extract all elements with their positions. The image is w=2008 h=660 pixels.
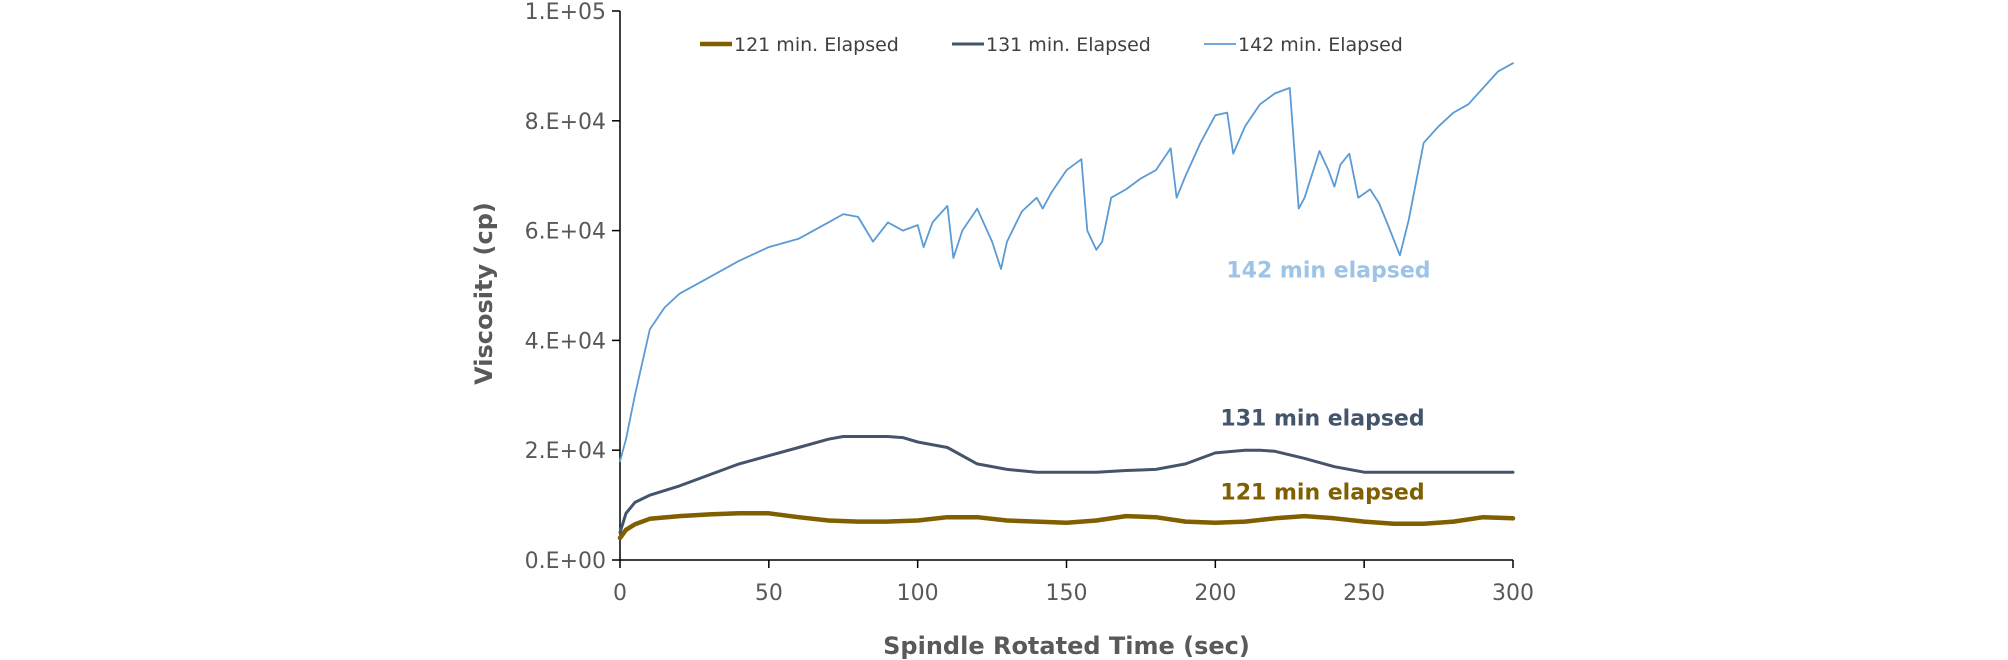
axes: 0.E+00 2.E+04 4.E+04 6.E+04 8.E+04 1.E+05 0 50 1… (525, 0, 1534, 606)
y-axis-title: Viscosity (cp) (470, 202, 498, 385)
y-tick-label: 4.E+04 (525, 329, 606, 354)
y-tick-label: 1.E+05 (525, 0, 606, 25)
legend-label-3: 142 min. Elapsed (1238, 34, 1403, 56)
y-tick-label: 0.E+00 (525, 549, 606, 574)
x-tick-label: 300 (1492, 581, 1534, 606)
series-line-3 (619, 62, 1514, 463)
y-tick-label: 2.E+04 (525, 439, 606, 464)
annotation-1: 142 min elapsed (1226, 258, 1430, 283)
annotation-3: 121 min elapsed (1220, 481, 1424, 506)
x-tick-label: 0 (613, 581, 627, 606)
series-line-2 (618, 435, 1515, 534)
annotations: 142 min elapsed 131 min elapsed 121 min el… (1220, 258, 1430, 505)
annotation-2: 131 min elapsed (1220, 406, 1424, 431)
x-tick-label: 150 (1046, 581, 1088, 606)
x-tick-label: 50 (755, 581, 783, 606)
series-line-1 (617, 511, 1516, 541)
legend-label-2: 131 min. Elapsed (986, 34, 1151, 56)
x-tick-label: 200 (1194, 581, 1236, 606)
x-axis-title: Spindle Rotated Time (sec) (883, 632, 1250, 660)
x-tick-label: 250 (1343, 581, 1385, 606)
x-tick-label: 100 (897, 581, 939, 606)
y-tick-label: 6.E+04 (525, 220, 606, 245)
legend-label-1: 121 min. Elapsed (734, 34, 899, 56)
y-tick-label: 8.E+04 (525, 110, 606, 135)
legend: 121 min. Elapsed 131 min. Elapsed 142 min.… (700, 34, 1403, 56)
series-lines (617, 62, 1516, 541)
